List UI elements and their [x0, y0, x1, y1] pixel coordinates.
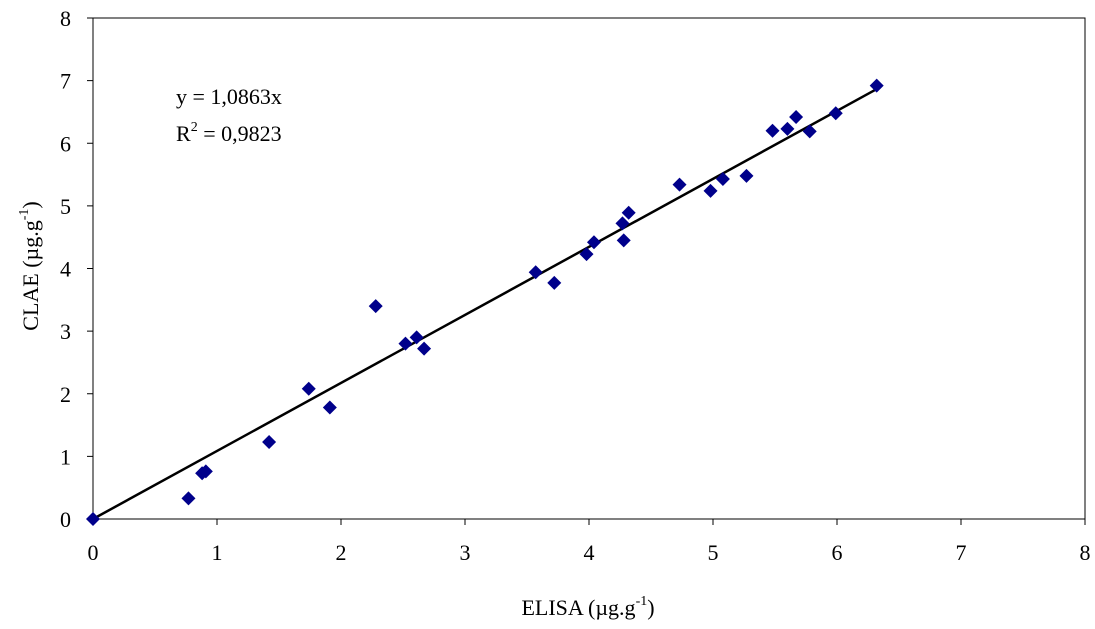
data-point	[417, 341, 432, 356]
x-tick-label: 3	[460, 540, 471, 565]
y-axis-title: CLAE (µg.g-1)	[17, 201, 43, 330]
data-points	[86, 78, 884, 526]
data-point	[715, 171, 730, 186]
x-axis-title: ELISA (µg.g-1)	[521, 594, 654, 620]
data-point	[586, 235, 601, 250]
x-tick-label: 0	[88, 540, 99, 565]
trend-line	[92, 87, 878, 521]
r-squared-superscript: 2	[191, 120, 198, 135]
regression-equation: y = 1,0863x	[176, 84, 282, 109]
r-squared-label: R2 = 0,9823	[176, 120, 282, 146]
r-squared-base: R	[176, 121, 191, 146]
data-point	[780, 121, 795, 136]
data-point	[301, 381, 316, 396]
x-tick-label: 1	[212, 540, 223, 565]
data-point	[579, 247, 594, 262]
y-tick-label: 5	[60, 194, 71, 219]
data-point	[198, 464, 213, 479]
y-tick-label: 4	[60, 257, 71, 282]
y-tick-label: 8	[60, 6, 71, 31]
x-tick-label: 7	[956, 540, 967, 565]
data-point	[765, 123, 780, 138]
data-point	[528, 265, 543, 280]
x-tick-label: 8	[1080, 540, 1091, 565]
data-point	[869, 78, 884, 93]
data-point	[547, 275, 562, 290]
x-tick-label: 2	[336, 540, 347, 565]
data-point	[672, 177, 687, 192]
plot-area-frame	[92, 17, 1086, 520]
data-point	[181, 491, 196, 506]
data-point	[828, 106, 843, 121]
data-point	[703, 183, 718, 198]
y-tick-label: 6	[60, 131, 71, 156]
data-point	[409, 330, 424, 345]
y-axis-ticks: 0 1 2 3 4 5 6 7 8	[60, 6, 93, 532]
data-point	[322, 400, 337, 415]
data-point	[739, 168, 754, 183]
x-tick-label: 4	[584, 540, 595, 565]
data-point	[615, 216, 630, 231]
x-axis-title-superscript: -1	[636, 594, 648, 609]
y-tick-label: 2	[60, 382, 71, 407]
y-tick-label: 1	[60, 444, 71, 469]
data-point	[802, 124, 817, 139]
y-axis-title-tail: )	[18, 201, 43, 208]
x-axis-ticks: 0 1 2 3 4 5 6 7 8	[88, 519, 1091, 565]
data-point	[621, 205, 636, 220]
data-point	[789, 109, 804, 124]
data-point	[368, 299, 383, 314]
y-axis-title-superscript: -1	[17, 209, 32, 221]
r-squared-value: = 0,9823	[198, 121, 282, 146]
y-tick-label: 0	[60, 507, 71, 532]
data-point	[616, 233, 631, 248]
y-tick-label: 3	[60, 319, 71, 344]
x-axis-title-tail: )	[647, 595, 654, 620]
x-axis-title-base: ELISA (µg.g	[521, 595, 635, 620]
x-tick-label: 6	[832, 540, 843, 565]
data-point	[262, 434, 277, 449]
x-tick-label: 5	[708, 540, 719, 565]
data-point	[86, 512, 100, 526]
y-axis-title-base: CLAE (µg.g	[18, 220, 43, 330]
y-tick-label: 7	[60, 69, 71, 94]
data-point	[398, 336, 413, 351]
